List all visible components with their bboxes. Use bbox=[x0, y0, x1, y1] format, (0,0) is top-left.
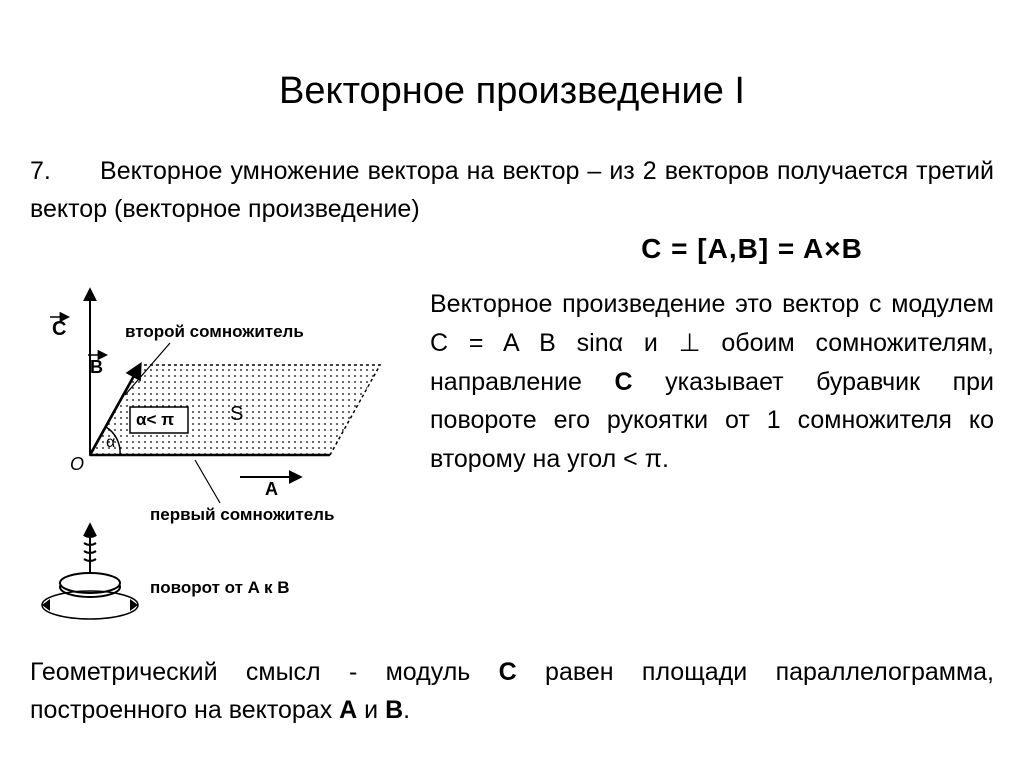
perp-symbol: ⊥ bbox=[679, 329, 701, 357]
pi-symbol: π bbox=[645, 445, 662, 473]
footer-b-bold: B bbox=[385, 696, 403, 724]
figure: α α< π S C B A O второй сомножитель bbox=[30, 285, 430, 650]
footer-g: . bbox=[403, 696, 410, 724]
c-bold: C bbox=[615, 368, 633, 396]
formula: C = [A,B] = A×B bbox=[510, 233, 994, 265]
vector-c-label: C bbox=[52, 318, 66, 340]
footer-a-bold: A bbox=[339, 696, 357, 724]
first-factor-label: первый сомножитель bbox=[150, 505, 334, 524]
angle-expression: α< π bbox=[136, 410, 174, 429]
intro-lead: Векторное умножение вектора на вектор bbox=[100, 157, 579, 185]
item-number: 7. bbox=[30, 153, 60, 191]
desc-dot: . bbox=[662, 445, 669, 473]
footer-paragraph: Геометрический смысл - модуль C равен пл… bbox=[30, 654, 994, 729]
origin-label: O bbox=[70, 454, 84, 474]
footer-e: и bbox=[357, 696, 385, 724]
angle-symbol: α bbox=[106, 434, 115, 451]
mid-row: α α< π S C B A O второй сомножитель bbox=[30, 285, 994, 650]
second-factor-label: второй сомножитель bbox=[125, 322, 304, 341]
slide-page: Векторное произведение I 7. Векторное ум… bbox=[0, 0, 1024, 767]
vector-a-label: A bbox=[265, 479, 278, 499]
diagram-svg: α α< π S C B A O второй сомножитель bbox=[30, 285, 430, 645]
footer-a: Геометрический смысл - модуль bbox=[30, 658, 499, 686]
intro-paragraph: 7. Векторное умножение вектора на вектор… bbox=[30, 153, 994, 228]
rotation-label: поворот от A к B bbox=[150, 578, 290, 597]
description-paragraph: Векторное произведение это вектор с моду… bbox=[430, 285, 994, 479]
vector-b-label: B bbox=[90, 357, 103, 377]
footer-c-bold: C bbox=[499, 658, 517, 686]
page-title: Векторное произведение I bbox=[30, 0, 994, 153]
area-label: S bbox=[230, 403, 243, 425]
